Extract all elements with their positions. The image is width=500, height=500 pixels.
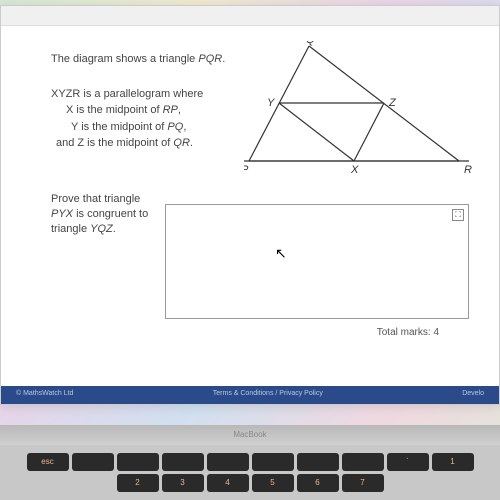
- keyboard-key: esc: [27, 453, 69, 471]
- svg-text:P: P: [244, 164, 249, 176]
- keyboard-key: 5: [252, 474, 294, 492]
- laptop-hinge: MacBook: [0, 425, 500, 445]
- keyboard-key: [207, 453, 249, 471]
- keyboard-key: 7: [342, 474, 384, 492]
- answer-input-box[interactable]: ⛶: [165, 204, 469, 319]
- triangle-name: PQR: [198, 53, 222, 65]
- total-marks: Total marks: 4: [51, 327, 469, 338]
- keyboard-key: 1: [432, 453, 474, 471]
- page-footer: © MathsWatch Ltd Terms & Conditions / Pr…: [1, 386, 499, 404]
- footer-links[interactable]: Terms & Conditions / Privacy Policy: [213, 390, 323, 400]
- keyboard-key: [117, 453, 159, 471]
- footer-copyright: © MathsWatch Ltd: [16, 390, 73, 400]
- intro-text: The diagram shows a triangle: [51, 53, 198, 65]
- svg-text:Z: Z: [388, 97, 397, 109]
- keyboard-key: 2: [117, 474, 159, 492]
- laptop-brand: MacBook: [233, 430, 266, 439]
- prove-section: Prove that triangle PYX is congruent to …: [51, 192, 469, 319]
- window-titlebar: [1, 6, 499, 26]
- keyboard-key: 6: [297, 474, 339, 492]
- keyboard-key: [297, 453, 339, 471]
- svg-text:R: R: [464, 164, 472, 176]
- svg-text:X: X: [350, 164, 359, 176]
- svg-text:Y: Y: [267, 97, 275, 109]
- prove-instruction: Prove that triangle PYX is congruent to …: [51, 192, 159, 238]
- keyboard-key: [342, 453, 384, 471]
- keyboard-key: [252, 453, 294, 471]
- keyboard-key: [162, 453, 204, 471]
- keyboard-key: 4: [207, 474, 249, 492]
- question-content: The diagram shows a triangle PQR. XYZR i…: [1, 26, 499, 348]
- browser-window: The diagram shows a triangle PQR. XYZR i…: [0, 5, 500, 405]
- expand-icon[interactable]: ⛶: [452, 209, 464, 221]
- keyboard-key: `: [387, 453, 429, 471]
- triangle-diagram: Q P R X Y Z: [244, 41, 474, 181]
- keyboard-key: 3: [162, 474, 204, 492]
- keyboard: esc `1 234567: [0, 445, 500, 500]
- keyboard-key: [72, 453, 114, 471]
- svg-text:Q: Q: [306, 41, 315, 46]
- footer-dev: Develo: [462, 390, 484, 400]
- diagram-svg: Q P R X Y Z: [244, 41, 474, 181]
